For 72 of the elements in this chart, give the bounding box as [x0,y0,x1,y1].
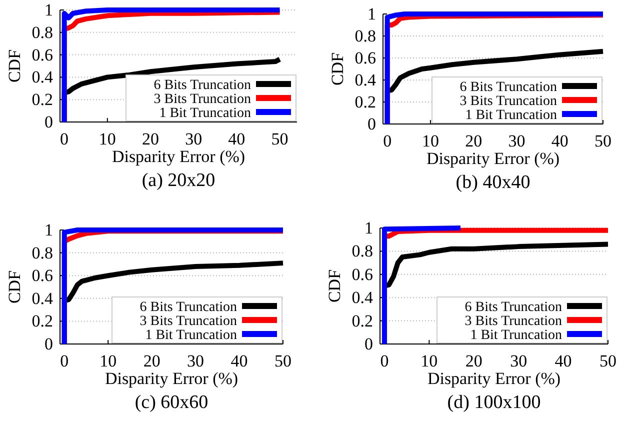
y-tick-label: 0.4 [354,70,376,90]
x-tick-label: 30 [508,131,526,150]
x-tick-label: 20 [143,351,160,370]
legend-label: 3 Bits Truncation [154,92,251,107]
x-tick-label: 40 [230,351,248,370]
y-tick-label: 0.8 [354,26,376,46]
y-tick-label: 0.6 [352,264,373,284]
y-tick-label: 0.2 [352,311,373,330]
y-tick-label: 0.8 [352,242,373,261]
x-tick-label: 0 [60,129,69,148]
legend-label: 6 Bits Truncation [464,300,562,315]
x-tick-label: 30 [187,351,204,370]
x-axis-title: Disparity Error (%) [427,369,561,388]
legend-label: 1 Bit Truncation [159,106,251,121]
x-tick-label: 50 [594,131,612,150]
legend-label: 1 Bit Truncation [465,108,557,123]
y-tick-label: 0.6 [32,266,53,286]
legend-label: 6 Bits Truncation [140,300,237,315]
x-axis-title: Disparity Error (%) [104,369,238,388]
text: (d) 100x100 [447,392,541,413]
y-axis-title: CDF [5,270,24,304]
y-tick-label: 0.2 [32,312,53,331]
x-tick-label: 10 [420,351,438,370]
text: (b) 40x40 [456,172,530,193]
x-axis-title: Disparity Error (%) [426,149,560,168]
y-tick-label: 0 [368,114,376,134]
y-tick-label: 0.4 [352,288,374,308]
x-tick-label: 40 [551,131,568,150]
text: (c) 60x60 [134,392,208,413]
x-tick-label: 10 [100,351,117,370]
y-tick-label: 1 [368,4,376,24]
y-tick-label: 0.4 [32,68,54,87]
y-tick-label: 0.8 [32,243,53,262]
x-tick-label: 40 [554,351,572,370]
x-tick-label: 50 [271,129,288,148]
y-tick-label: 0 [44,334,53,354]
legend-label: 3 Bits Truncation [460,94,557,109]
y-tick-label: 0.4 [32,288,54,308]
y-tick-label: 1 [364,218,373,238]
x-tick-label: 20 [465,351,482,370]
text: (a) 20x20 [142,170,216,191]
x-tick-label: 20 [142,129,159,148]
y-tick-label: 0 [44,112,53,132]
x-tick-label: 50 [600,351,616,370]
y-tick-label: 0.6 [32,45,53,64]
y-axis-title: CDF [328,52,347,86]
x-tick-label: 30 [510,351,528,370]
y-tick-label: 0.6 [354,48,376,68]
x-axis-title: Disparity Error (%) [112,147,246,166]
y-tick-label: 0 [364,334,373,354]
y-axis-title: CDF [325,269,344,303]
y-tick-label: 1 [44,220,53,240]
x-tick-label: 10 [422,131,439,150]
x-tick-label: 50 [274,351,292,370]
y-tick-label: 1 [44,0,53,20]
y-tick-label: 0.8 [32,22,53,42]
legend-label: 6 Bits Truncation [154,78,251,93]
legend-label: 3 Bits Truncation [464,314,562,329]
legend-label: 6 Bits Truncation [460,80,557,95]
y-axis-title: CDF [5,49,24,83]
y-tick-label: 0.2 [32,90,53,110]
x-tick-label: 0 [60,351,69,370]
x-tick-label: 0 [383,131,392,150]
x-tick-label: 10 [98,129,116,148]
legend-label: 3 Bits Truncation [140,314,237,329]
x-tick-label: 20 [465,131,482,150]
x-tick-label: 0 [380,351,389,370]
x-tick-label: 30 [185,129,202,148]
legend-label: 1 Bit Truncation [470,328,562,343]
x-tick-label: 40 [228,129,246,148]
y-tick-label: 0.2 [354,92,376,112]
legend-label: 1 Bit Truncation [145,328,237,343]
